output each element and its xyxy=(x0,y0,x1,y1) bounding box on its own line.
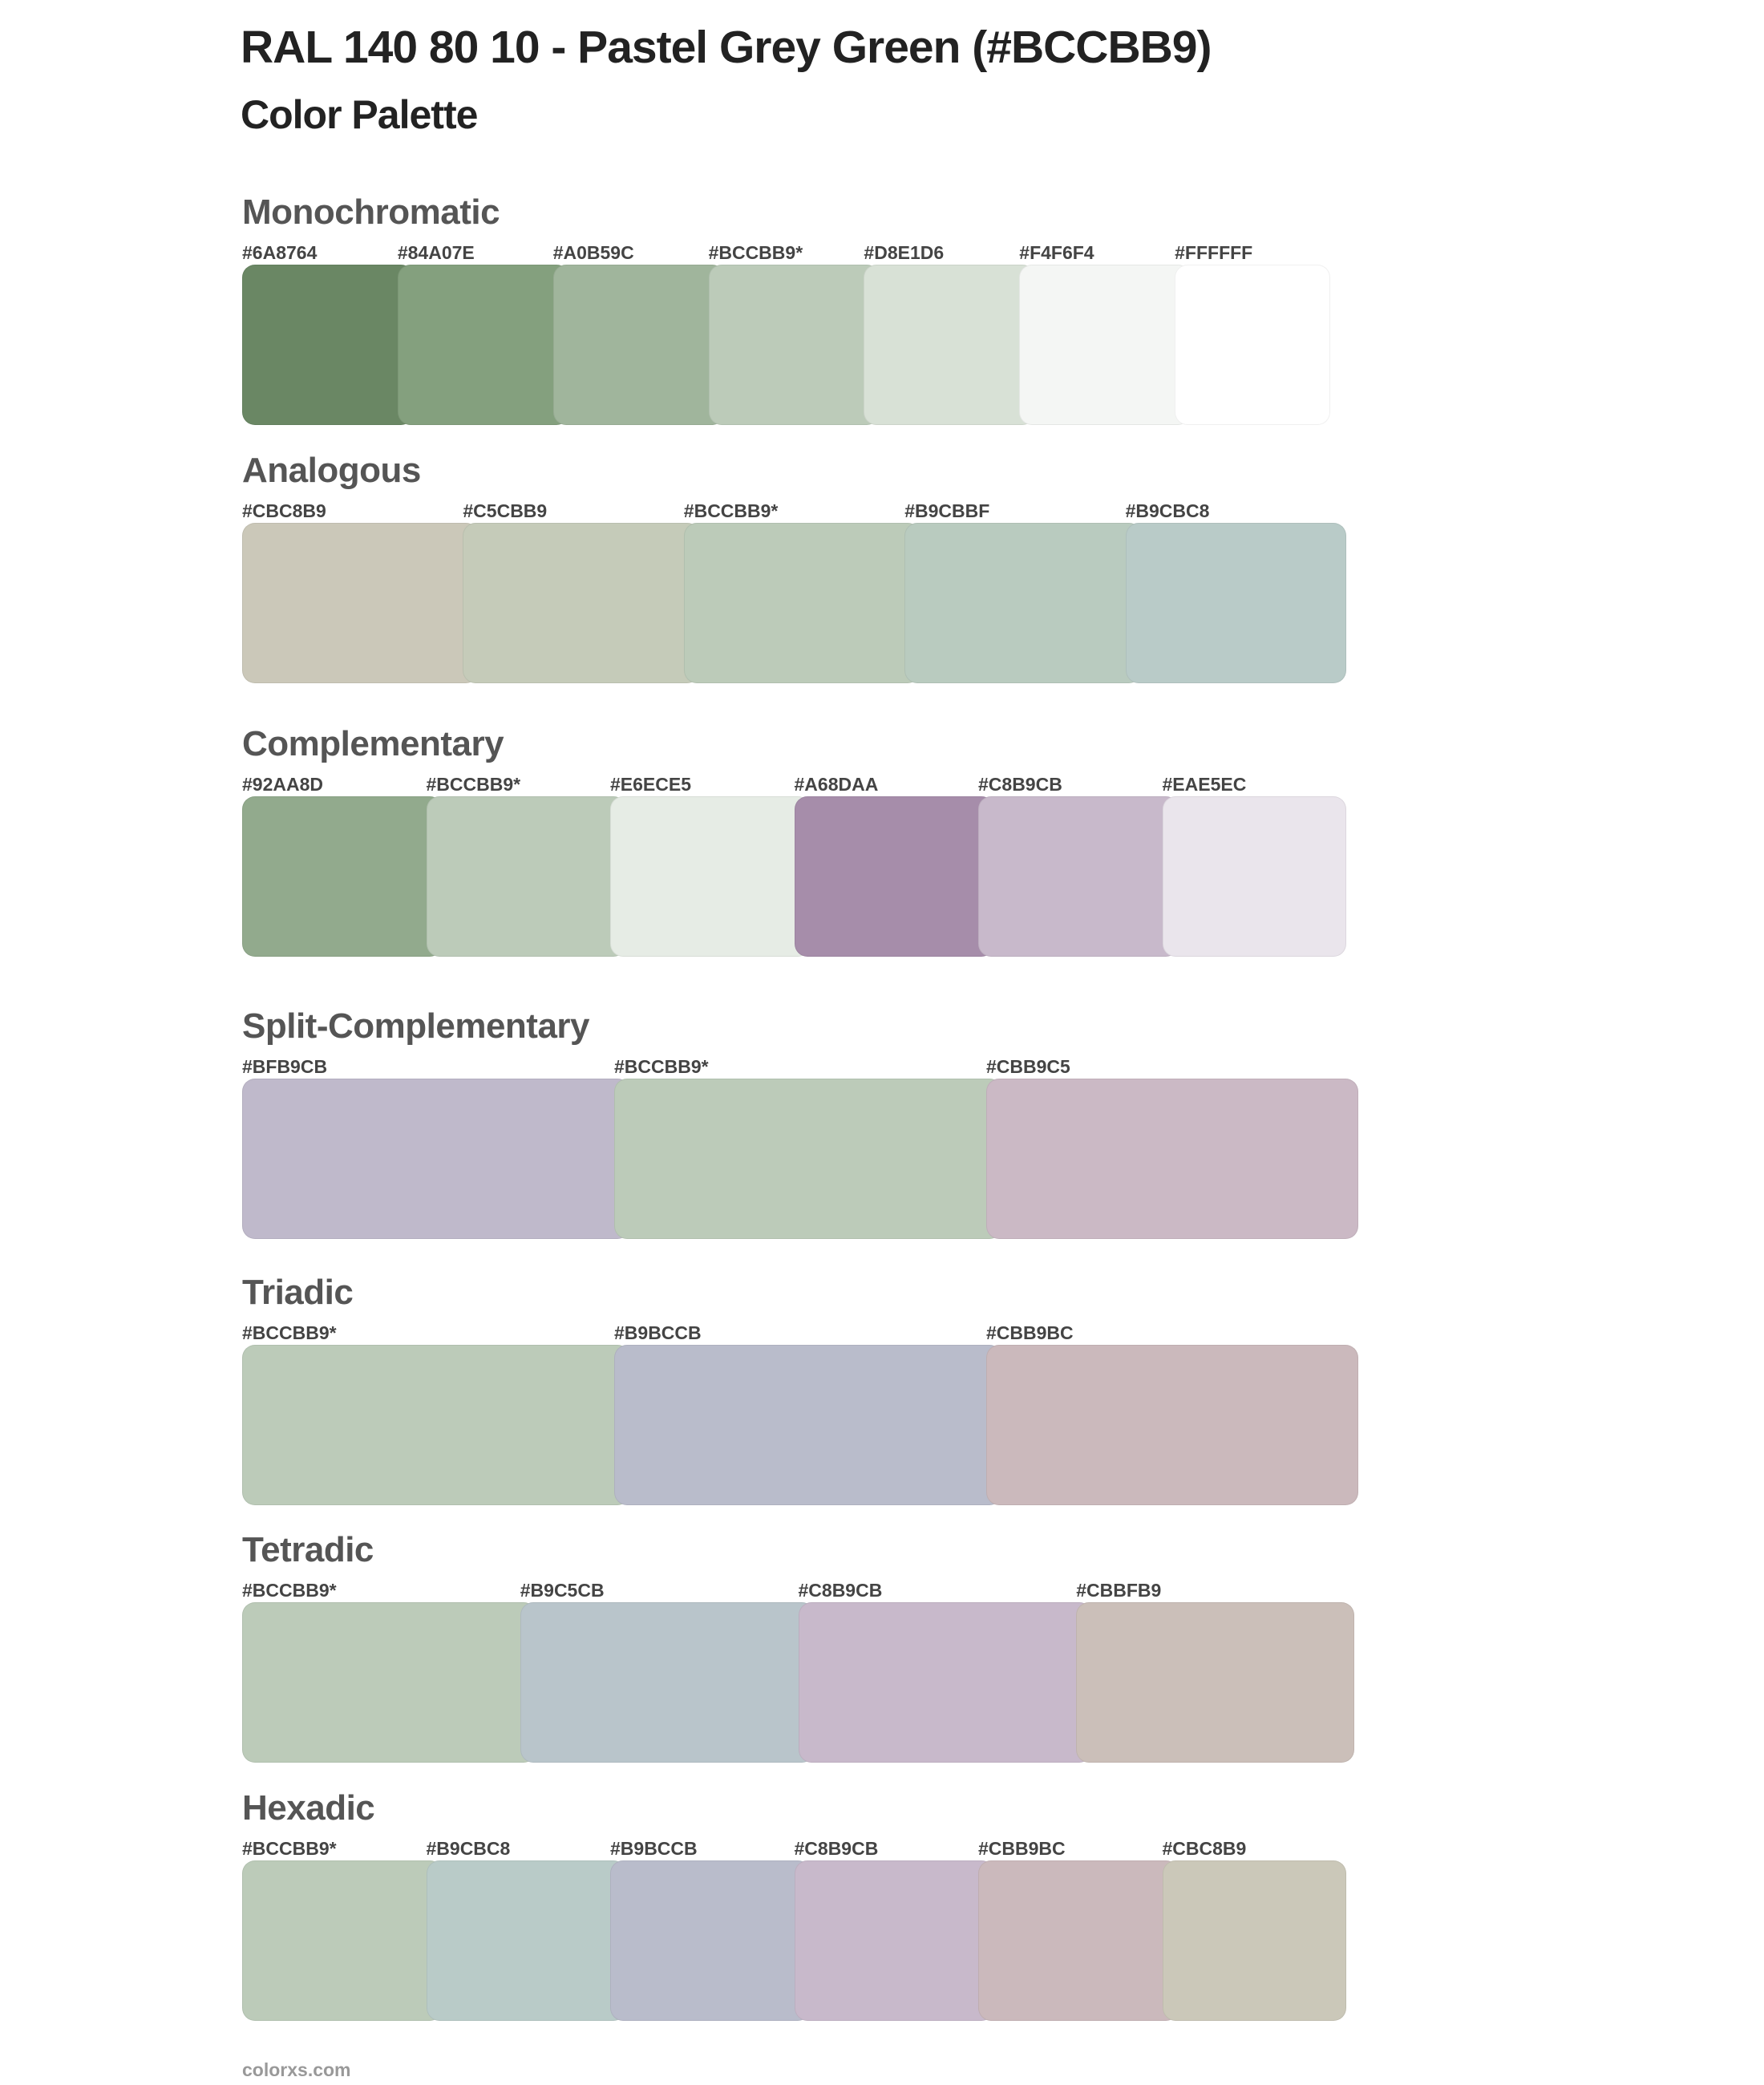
color-swatch[interactable] xyxy=(978,1860,1179,2021)
color-swatch[interactable] xyxy=(683,523,921,683)
section-heading: Complementary xyxy=(242,724,504,763)
color-swatch[interactable] xyxy=(1076,1602,1354,1763)
section-heading: Hexadic xyxy=(242,1788,375,1828)
swatch-hex-label: #CBB9BC xyxy=(978,1838,1066,1859)
swatch-hex-label: #84A07E xyxy=(397,242,475,263)
color-swatch[interactable] xyxy=(242,1345,630,1505)
swatch-hex-label: #B9CBC8 xyxy=(1125,500,1210,521)
swatch-hex-label: #EAE5EC xyxy=(1162,774,1247,795)
swatch-hex-label: #BCCBB9* xyxy=(614,1056,709,1077)
color-swatch[interactable] xyxy=(552,265,725,425)
swatch-hex-label: #C5CBB9 xyxy=(463,500,548,521)
section-heading: Analogous xyxy=(242,451,421,490)
section-heading: Tetradic xyxy=(242,1530,374,1569)
swatch-hex-label: #CBB9BC xyxy=(986,1322,1074,1343)
swatch-hex-label: #BCCBB9* xyxy=(708,242,803,263)
swatch-hex-label: #BCCBB9* xyxy=(242,1580,337,1601)
swatch-hex-label: #A68DAA xyxy=(794,774,879,795)
swatch-hex-label: #CBC8B9 xyxy=(242,500,326,521)
swatch-hex-label: #BCCBB9* xyxy=(426,774,521,795)
swatch-hex-label: #FFFFFF xyxy=(1175,242,1253,263)
color-swatch[interactable] xyxy=(798,1602,1093,1763)
color-swatch[interactable] xyxy=(397,265,569,425)
color-swatch[interactable] xyxy=(794,796,994,957)
swatch-hex-label: #BCCBB9* xyxy=(242,1838,337,1859)
swatch-hex-label: #C8B9CB xyxy=(978,774,1062,795)
color-swatch[interactable] xyxy=(986,1345,1358,1505)
color-swatch[interactable] xyxy=(520,1602,815,1763)
color-swatch[interactable] xyxy=(242,523,479,683)
color-swatch[interactable] xyxy=(614,1079,1002,1239)
swatch-hex-label: #B9BCCB xyxy=(610,1838,698,1859)
color-swatch[interactable] xyxy=(426,1860,626,2021)
swatch-hex-label: #BCCBB9* xyxy=(683,500,779,521)
swatch-hex-label: #C8B9CB xyxy=(798,1580,883,1601)
swatch-hex-label: #F4F6F4 xyxy=(1019,242,1094,263)
color-swatch[interactable] xyxy=(1175,265,1330,425)
color-swatch[interactable] xyxy=(708,265,880,425)
color-swatch[interactable] xyxy=(978,796,1179,957)
color-swatch[interactable] xyxy=(794,1860,994,2021)
footer-site-link[interactable]: colorxs.com xyxy=(242,2059,351,2080)
section-heading: Triadic xyxy=(242,1273,354,1312)
color-swatch[interactable] xyxy=(242,265,414,425)
swatch-hex-label: #CBB9C5 xyxy=(986,1056,1070,1077)
swatch-hex-label: #B9CBBF xyxy=(904,500,990,521)
swatch-hex-label: #92AA8D xyxy=(242,774,323,795)
section-heading: Monochromatic xyxy=(242,192,500,232)
color-swatch[interactable] xyxy=(904,523,1142,683)
swatch-hex-label: #B9C5CB xyxy=(520,1580,605,1601)
color-swatch[interactable] xyxy=(1019,265,1192,425)
page-title: RAL 140 80 10 - Pastel Grey Green (#BCCB… xyxy=(241,22,1212,73)
swatch-hex-label: #BFB9CB xyxy=(242,1056,328,1077)
swatch-hex-label: #BCCBB9* xyxy=(242,1322,337,1343)
color-swatch[interactable] xyxy=(242,1860,443,2021)
swatch-hex-label: #D8E1D6 xyxy=(864,242,945,263)
color-swatch[interactable] xyxy=(864,265,1036,425)
color-swatch[interactable] xyxy=(1125,523,1346,683)
page-subtitle: Color Palette xyxy=(241,92,478,137)
color-swatch[interactable] xyxy=(610,1860,811,2021)
color-swatch[interactable] xyxy=(614,1345,1002,1505)
swatch-hex-label: #B9BCCB xyxy=(614,1322,702,1343)
color-swatch[interactable] xyxy=(1162,1860,1346,2021)
color-swatch[interactable] xyxy=(463,523,700,683)
swatch-hex-label: #B9CBC8 xyxy=(426,1838,511,1859)
swatch-hex-label: #CBC8B9 xyxy=(1162,1838,1247,1859)
color-swatch[interactable] xyxy=(1162,796,1346,957)
section-heading: Split-Complementary xyxy=(242,1006,590,1046)
swatch-hex-label: #A0B59C xyxy=(552,242,634,263)
swatch-hex-label: #6A8764 xyxy=(242,242,318,263)
color-swatch[interactable] xyxy=(610,796,811,957)
color-swatch[interactable] xyxy=(986,1079,1358,1239)
swatch-hex-label: #E6ECE5 xyxy=(610,774,692,795)
color-swatch[interactable] xyxy=(426,796,626,957)
color-swatch[interactable] xyxy=(242,1602,536,1763)
color-swatch[interactable] xyxy=(242,796,443,957)
swatch-hex-label: #CBBFB9 xyxy=(1076,1580,1162,1601)
color-swatch[interactable] xyxy=(242,1079,630,1239)
swatch-hex-label: #C8B9CB xyxy=(794,1838,879,1859)
